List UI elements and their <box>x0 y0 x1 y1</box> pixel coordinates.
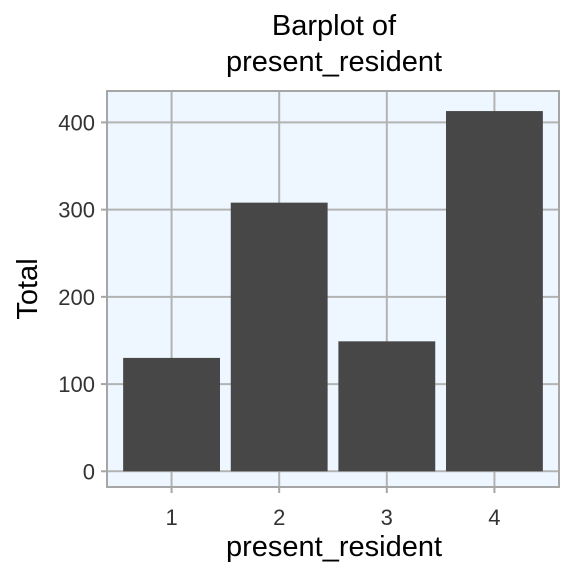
x-axis-label: present_resident <box>226 531 442 563</box>
chart-title-line-1: Barplot of <box>272 10 397 42</box>
plot-panel-border <box>106 90 560 488</box>
bars <box>123 111 543 472</box>
bar <box>338 341 436 472</box>
y-tick-label: 0 <box>83 459 95 484</box>
bar <box>230 202 328 472</box>
x-tick-label: 3 <box>381 505 393 530</box>
y-tick-label: 400 <box>58 110 95 135</box>
y-tick-label: 300 <box>58 198 95 223</box>
x-tick-label: 2 <box>273 505 285 530</box>
x-tick-label: 4 <box>488 505 500 530</box>
x-axis: 1 2 3 4 <box>165 487 501 530</box>
bar <box>446 111 543 472</box>
y-tick-label: 100 <box>58 372 95 397</box>
x-tick-label: 1 <box>165 505 177 530</box>
y-tick-label: 200 <box>58 285 95 310</box>
chart-title-line-2: present_resident <box>226 46 442 78</box>
bar <box>123 357 220 472</box>
y-axis: 0 100 200 300 400 <box>58 110 107 484</box>
y-axis-label: Total <box>12 258 44 319</box>
